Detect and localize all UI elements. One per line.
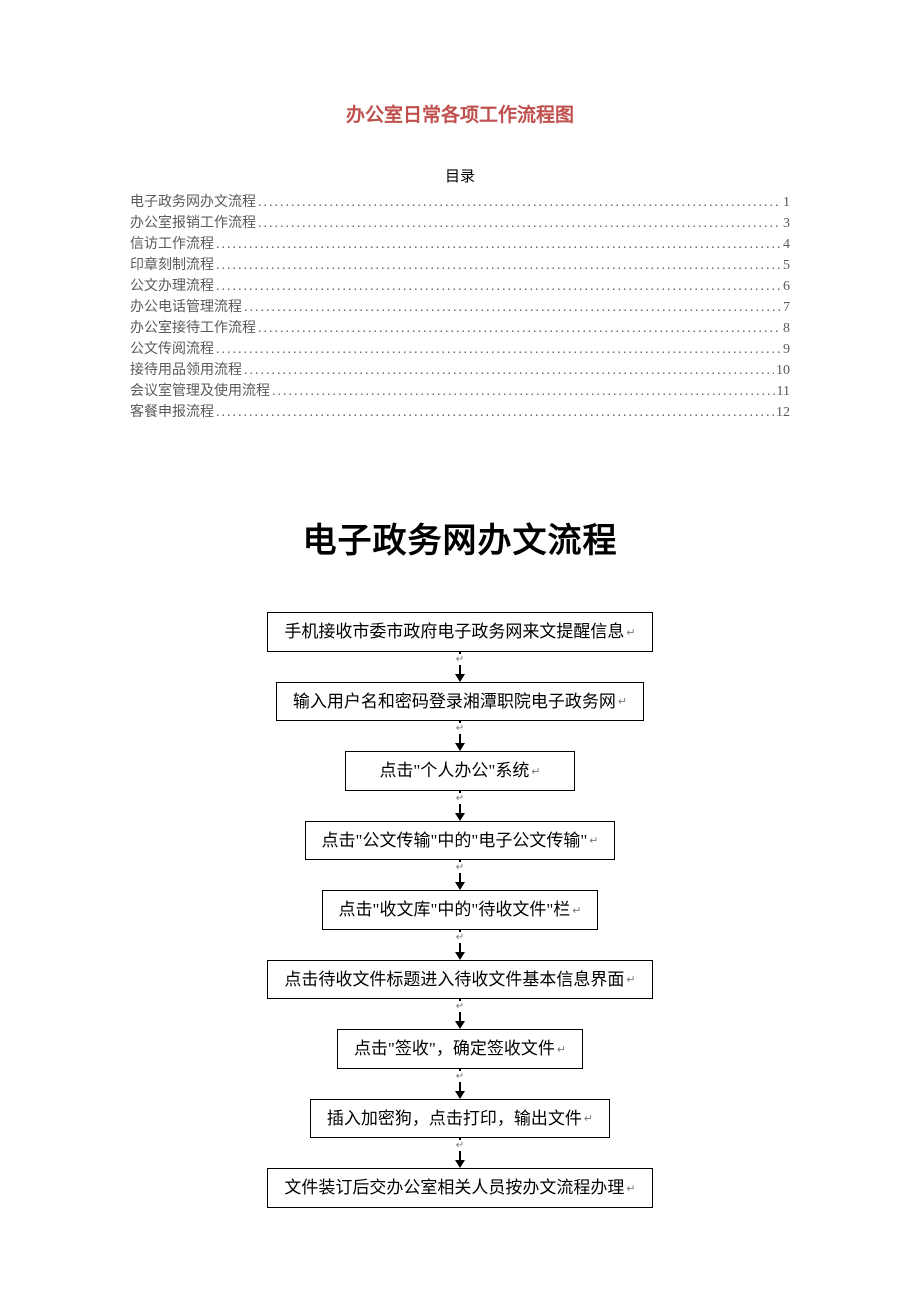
toc-item-page: 1 (783, 192, 790, 213)
flow-arrow: ↵ (450, 860, 470, 890)
flow-step: 输入用户名和密码登录湘潭职院电子政务网↵ (276, 682, 644, 722)
return-mark-icon: ↵ (626, 974, 635, 986)
toc-item-label: 公文办理流程 (130, 276, 214, 297)
return-mark-icon: ↵ (572, 905, 581, 917)
return-mark-icon: ↵ (626, 627, 635, 639)
toc-item-page: 4 (783, 234, 790, 255)
toc-row: 客餐申报流程 12 (130, 402, 790, 423)
toc-leader-dots (258, 318, 781, 339)
return-mark-icon: ↵ (531, 766, 540, 778)
return-mark-icon: ↵ (584, 1113, 593, 1125)
toc-item-label: 客餐申报流程 (130, 402, 214, 423)
toc-item-page: 3 (783, 213, 790, 234)
return-mark-icon: ↵ (455, 654, 465, 665)
flow-arrow: ↵ (450, 652, 470, 682)
toc-leader-dots (258, 192, 781, 213)
toc-item-label: 电子政务网办文流程 (130, 192, 256, 213)
toc-item-page: 11 (777, 381, 790, 402)
flowchart: 手机接收市委市政府电子政务网来文提醒信息↵↵输入用户名和密码登录湘潭职院电子政务… (130, 612, 790, 1208)
toc-row: 会议室管理及使用流程 11 (130, 381, 790, 402)
return-mark-icon: ↵ (557, 1044, 566, 1056)
toc-item-label: 信访工作流程 (130, 234, 214, 255)
return-mark-icon: ↵ (626, 1183, 635, 1195)
toc-item-page: 9 (783, 339, 790, 360)
toc-row: 印章刻制流程 5 (130, 255, 790, 276)
toc-item-page: 5 (783, 255, 790, 276)
toc-row: 公文办理流程 6 (130, 276, 790, 297)
flow-step: 点击"个人办公"系统↵ (345, 751, 575, 791)
arrow-head-icon (455, 1091, 465, 1099)
flow-step: 点击"签收"，确定签收文件↵ (337, 1029, 583, 1069)
flow-step: 插入加密狗，点击打印，输出文件↵ (310, 1099, 610, 1139)
toc-item-page: 7 (783, 297, 790, 318)
flow-arrow: ↵ (450, 1069, 470, 1099)
section-title: 电子政务网办文流程 (130, 513, 790, 562)
toc-item-page: 12 (776, 402, 790, 423)
return-mark-icon: ↵ (455, 862, 465, 873)
return-mark-icon: ↵ (455, 932, 465, 943)
return-mark-icon: ↵ (455, 723, 465, 734)
toc-item-page: 10 (776, 360, 790, 381)
return-mark-icon: ↵ (589, 835, 598, 847)
flow-arrow: ↵ (450, 999, 470, 1029)
toc-item-label: 办公电话管理流程 (130, 297, 242, 318)
arrow-head-icon (455, 674, 465, 682)
arrow-head-icon (455, 1160, 465, 1168)
toc-leader-dots (258, 213, 781, 234)
toc-leader-dots (272, 381, 775, 402)
arrow-head-icon (455, 743, 465, 751)
toc-item-label: 办公室报销工作流程 (130, 213, 256, 234)
toc-row: 接待用品领用流程 10 (130, 360, 790, 381)
toc-item-label: 印章刻制流程 (130, 255, 214, 276)
table-of-contents: 电子政务网办文流程1办公室报销工作流程3信访工作流程4印章刻制流程5公文办理流程… (130, 192, 790, 423)
toc-item-page: 6 (783, 276, 790, 297)
toc-leader-dots (216, 339, 781, 360)
toc-item-label: 接待用品领用流程 (130, 360, 242, 381)
toc-leader-dots (244, 297, 781, 318)
toc-heading: 目录 (130, 165, 790, 186)
toc-leader-dots (244, 360, 774, 381)
return-mark-icon: ↵ (455, 1071, 465, 1082)
toc-item-label: 会议室管理及使用流程 (130, 381, 270, 402)
toc-row: 公文传阅流程 9 (130, 339, 790, 360)
flow-step: 点击"收文库"中的"待收文件"栏↵ (322, 890, 599, 930)
toc-item-page: 8 (783, 318, 790, 339)
return-mark-icon: ↵ (455, 1140, 465, 1151)
return-mark-icon: ↵ (455, 1001, 465, 1012)
arrow-head-icon (455, 1021, 465, 1029)
flow-arrow: ↵ (450, 1138, 470, 1168)
toc-leader-dots (216, 402, 774, 423)
toc-leader-dots (216, 234, 781, 255)
flow-arrow: ↵ (450, 791, 470, 821)
flow-arrow: ↵ (450, 721, 470, 751)
flow-step: 手机接收市委市政府电子政务网来文提醒信息↵ (267, 612, 652, 652)
toc-item-label: 公文传阅流程 (130, 339, 214, 360)
toc-row: 办公室报销工作流程 3 (130, 213, 790, 234)
return-mark-icon: ↵ (455, 793, 465, 804)
arrow-head-icon (455, 813, 465, 821)
toc-leader-dots (216, 255, 781, 276)
arrow-head-icon (455, 952, 465, 960)
toc-row: 办公电话管理流程 7 (130, 297, 790, 318)
flow-step: 文件装订后交办公室相关人员按办文流程办理↵ (267, 1168, 652, 1208)
toc-row: 办公室接待工作流程 8 (130, 318, 790, 339)
arrow-head-icon (455, 882, 465, 890)
document-title: 办公室日常各项工作流程图 (130, 100, 790, 127)
toc-leader-dots (216, 276, 781, 297)
flow-step: 点击"公文传输"中的"电子公文传输"↵ (305, 821, 616, 861)
toc-item-label: 办公室接待工作流程 (130, 318, 256, 339)
toc-row: 电子政务网办文流程 1 (130, 192, 790, 213)
flow-step: 点击待收文件标题进入待收文件基本信息界面↵ (267, 960, 652, 1000)
toc-row: 信访工作流程 4 (130, 234, 790, 255)
flow-arrow: ↵ (450, 930, 470, 960)
return-mark-icon: ↵ (618, 696, 627, 708)
